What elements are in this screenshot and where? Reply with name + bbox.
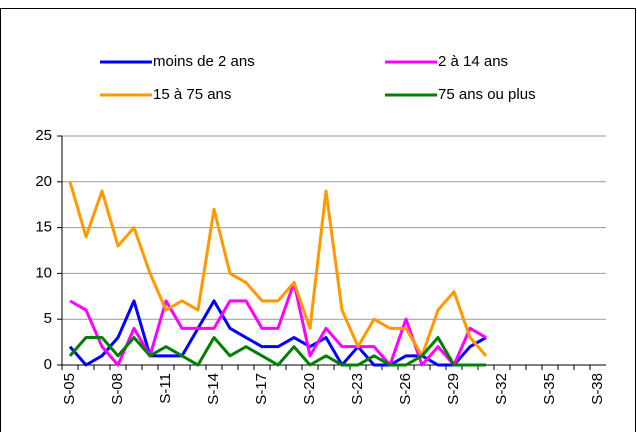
y-tick-label: 25	[35, 127, 52, 144]
x-tick-label: S-35	[541, 373, 558, 405]
series-line	[68, 299, 487, 367]
x-tick-label: S-29	[445, 373, 462, 405]
x-tick-label: S-11	[157, 373, 174, 404]
x-tick-label: S-38	[589, 373, 606, 405]
y-tick-label: 15	[35, 219, 52, 236]
series-line	[68, 181, 488, 358]
chart-border	[0, 8, 636, 432]
y-tick-label: 5	[44, 310, 52, 327]
legend-label: moins de 2 ans	[153, 53, 255, 70]
legend-label: 2 à 14 ans	[438, 53, 508, 70]
x-tick-label: S-20	[301, 373, 318, 405]
series-line	[68, 336, 486, 367]
y-tick-label: 20	[35, 173, 52, 190]
x-tick-label: S-05	[61, 373, 78, 405]
y-tick-label: 10	[35, 264, 52, 281]
x-tick-label: S-32	[493, 373, 510, 405]
x-tick-label: S-26	[397, 373, 414, 405]
y-tick-label: 0	[44, 356, 52, 373]
x-tick-label: S-14	[205, 373, 222, 405]
legend-label: 15 à 75 ans	[153, 86, 231, 103]
x-tick-label: S-08	[109, 373, 126, 405]
x-tick-label: S-23	[349, 373, 366, 405]
legend-label: 75 ans ou plus	[438, 86, 536, 103]
series-line	[69, 281, 487, 367]
x-tick-label: S-17	[253, 373, 270, 405]
